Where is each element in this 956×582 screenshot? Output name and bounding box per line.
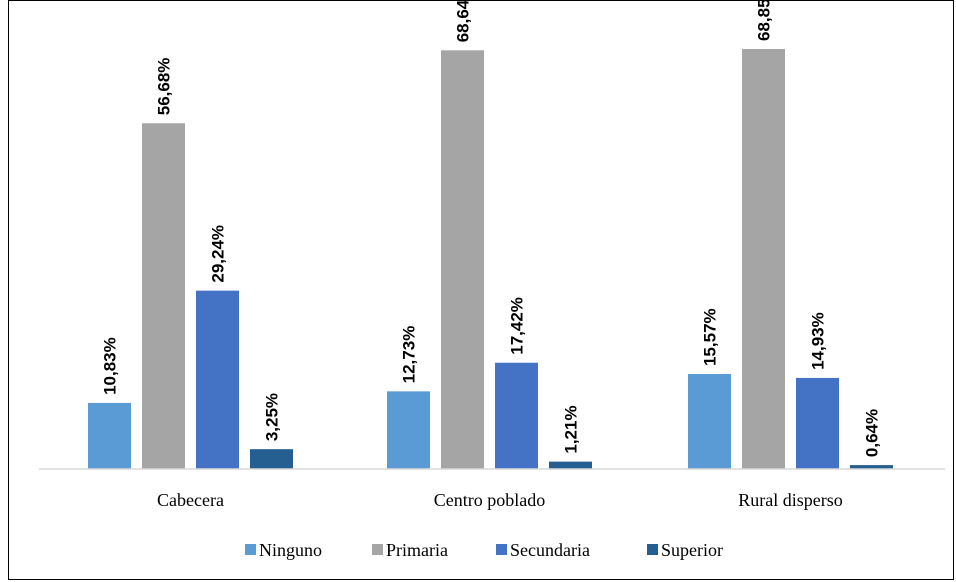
bar-secundaria-3	[796, 377, 839, 469]
legend-label-ninguno: Ninguno	[259, 540, 322, 560]
bar-chart: 10,83% 56,68% 29,24% 3,25% 12,73% 68,64% 17,42…	[39, 1, 945, 560]
bar-superior-3	[850, 465, 893, 469]
data-labels-layer: 10,83% 56,68% 29,24% 3,25% 12,73% 68,64% 17,42…	[101, 1, 882, 457]
legend-swatch-secundaria	[496, 544, 507, 555]
data-label-superior-3: 0,64%	[863, 409, 882, 457]
bar-primaria-1	[142, 123, 185, 469]
x-tick-label: Cabecera	[157, 490, 224, 510]
data-label-secundaria-3: 14,93%	[809, 312, 828, 370]
legend-label-primaria: Primaria	[386, 540, 448, 560]
x-tick-label: Rural disperso	[738, 490, 842, 510]
legend-item-superior: Superior	[647, 540, 723, 560]
legend-swatch-primaria	[372, 544, 383, 555]
data-label-ninguno-2: 12,73%	[400, 326, 419, 384]
legend-item-secundaria: Secundaria	[496, 540, 590, 560]
bars-layer	[88, 49, 893, 470]
data-label-primaria-3: 68,85%	[755, 1, 774, 41]
legend-swatch-superior	[647, 544, 658, 555]
data-label-primaria-1: 56,68%	[155, 58, 174, 116]
legend-swatch-ninguno	[245, 544, 256, 555]
bar-primaria-2	[441, 50, 484, 470]
bar-primaria-3	[742, 49, 785, 469]
category-ticks-layer: Cabecera Centro poblado Rural disperso	[157, 490, 843, 510]
legend-item-ninguno: Ninguno	[245, 540, 322, 560]
legend: Ninguno Primaria Secundaria Superior	[245, 540, 723, 560]
data-label-secundaria-2: 17,42%	[508, 297, 527, 355]
bar-ninguno-2	[387, 391, 430, 469]
chart-frame: 10,83% 56,68% 29,24% 3,25% 12,73% 68,64% 17,42…	[8, 0, 954, 580]
data-label-primaria-2: 68,64%	[454, 1, 473, 42]
data-label-superior-1: 3,25%	[263, 393, 282, 441]
x-tick-label: Centro poblado	[434, 490, 545, 510]
data-label-superior-2: 1,21%	[562, 405, 581, 453]
bar-superior-1	[250, 449, 293, 469]
legend-label-secundaria: Secundaria	[510, 540, 590, 560]
bar-secundaria-2	[495, 362, 538, 469]
data-label-secundaria-1: 29,24%	[209, 225, 228, 283]
bar-superior-2	[549, 461, 592, 469]
bar-secundaria-1	[196, 290, 239, 469]
data-label-ninguno-1: 10,83%	[101, 337, 120, 395]
bar-ninguno-1	[88, 402, 131, 469]
bar-ninguno-3	[688, 374, 731, 469]
data-label-ninguno-3: 15,57%	[701, 308, 720, 366]
legend-label-superior: Superior	[661, 540, 723, 560]
legend-item-primaria: Primaria	[372, 540, 448, 560]
